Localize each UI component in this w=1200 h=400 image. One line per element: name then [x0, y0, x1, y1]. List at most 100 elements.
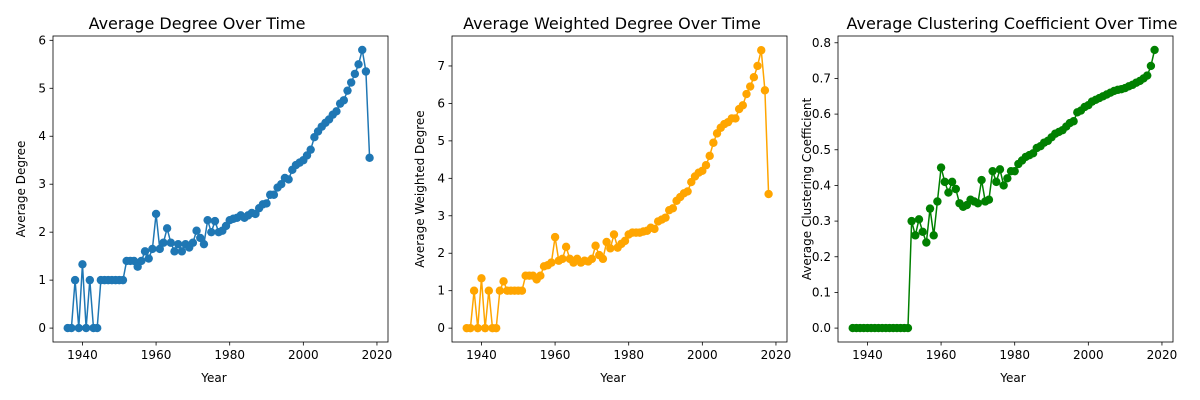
- data-point: [269, 190, 279, 199]
- data-point: [973, 199, 983, 208]
- y-tick-label: 3: [38, 177, 46, 191]
- data-point: [67, 323, 76, 333]
- data-point: [907, 216, 916, 226]
- data-point: [988, 166, 997, 176]
- data-point: [207, 227, 216, 237]
- data-point: [358, 45, 367, 55]
- data-point: [173, 239, 183, 249]
- y-tick-label: 5: [38, 81, 46, 95]
- axes-frame: [52, 35, 389, 343]
- y-tick-label: 1: [437, 284, 445, 298]
- data-point: [277, 180, 286, 189]
- data-point: [925, 204, 935, 213]
- data-point: [188, 238, 198, 247]
- data-point: [753, 61, 762, 71]
- data-point: [361, 67, 371, 76]
- data-point: [550, 232, 560, 242]
- data-point: [922, 238, 931, 247]
- x-tick-label: 1940: [466, 348, 497, 362]
- data-point: [332, 107, 341, 116]
- data-point: [151, 209, 161, 219]
- data-point: [170, 247, 179, 256]
- y-tick-label: 2: [437, 246, 445, 260]
- y-tick-label: 0.2: [812, 250, 831, 264]
- x-tick-label: 1940: [67, 348, 98, 362]
- x-tick-label: 2000: [1073, 348, 1104, 362]
- y-axis-label: Average Clustering Coefficient: [800, 98, 814, 281]
- x-axis-label: Year: [999, 371, 1025, 385]
- axes-frame: [451, 35, 788, 343]
- data-point: [81, 323, 91, 333]
- data-point: [944, 188, 953, 197]
- data-point: [339, 96, 349, 105]
- data-point: [469, 286, 479, 295]
- data-point: [484, 286, 494, 295]
- y-tick-label: 0.3: [812, 214, 831, 228]
- x-tick-label: 2000: [687, 348, 718, 362]
- chart-title: Average Weighted Degree Over Time: [463, 14, 761, 33]
- chart-panel-degree: Average Degree Over Time Year Average De…: [14, 14, 392, 385]
- y-tick-label: 3: [437, 209, 445, 223]
- data-point: [346, 78, 356, 87]
- data-point: [984, 195, 994, 204]
- data-point: [731, 114, 740, 123]
- data-point: [764, 189, 773, 199]
- y-tick-label: 0.8: [812, 36, 831, 50]
- data-point: [1146, 61, 1156, 71]
- x-tick-label: 1980: [214, 348, 245, 362]
- x-tick-label: 2020: [362, 348, 393, 362]
- data-point: [70, 275, 80, 285]
- data-point: [1150, 45, 1159, 55]
- data-point: [602, 237, 611, 247]
- y-tick-label: 4: [437, 171, 445, 185]
- chart-panel-weighted-degree: Average Weighted Degree Over Time Year A…: [413, 14, 791, 385]
- data-point: [749, 73, 759, 82]
- y-tick-label: 5: [437, 134, 445, 148]
- data-point: [166, 238, 175, 247]
- data-point: [709, 138, 718, 147]
- data-point: [284, 175, 293, 184]
- data-point: [918, 227, 927, 236]
- x-axis-label: Year: [200, 371, 226, 385]
- data-point: [1003, 174, 1012, 183]
- x-tick-label: 2020: [761, 348, 792, 362]
- data-point: [947, 177, 957, 187]
- data-point: [1143, 71, 1152, 80]
- y-tick-label: 0: [38, 321, 46, 335]
- data-point: [757, 46, 766, 55]
- y-tick-label: 0.0: [812, 321, 831, 335]
- data-point: [177, 247, 187, 256]
- y-tick-label: 7: [437, 59, 445, 73]
- data-point: [92, 323, 102, 333]
- data-point: [587, 254, 597, 264]
- data-point: [683, 187, 692, 196]
- data-point: [903, 323, 913, 333]
- data-point: [606, 244, 615, 253]
- y-tick-label: 0.1: [812, 285, 831, 299]
- data-point: [491, 323, 501, 333]
- data-point: [350, 69, 360, 79]
- plot-area: 1940 1960 1980 2000 2020 0 1 2 3 4 5 6: [38, 33, 392, 362]
- x-tick-label: 1960: [141, 348, 172, 362]
- data-point: [701, 161, 711, 170]
- data-point: [598, 254, 608, 264]
- data-point: [620, 236, 630, 246]
- chart-title: Average Clustering Coefficient Over Time: [847, 14, 1178, 33]
- data-point: [650, 224, 659, 234]
- data-point: [85, 275, 95, 285]
- data-point: [760, 86, 770, 95]
- data-point: [591, 241, 600, 250]
- data-point: [480, 323, 490, 333]
- data-point: [742, 89, 751, 99]
- data-point: [199, 239, 209, 249]
- data-point: [466, 323, 475, 333]
- data-point: [262, 199, 271, 208]
- data-point: [940, 177, 949, 187]
- data-point: [911, 231, 920, 240]
- y-tick-label: 6: [437, 96, 445, 110]
- data-point: [343, 86, 352, 95]
- data-point: [951, 184, 960, 194]
- data-point: [661, 213, 670, 222]
